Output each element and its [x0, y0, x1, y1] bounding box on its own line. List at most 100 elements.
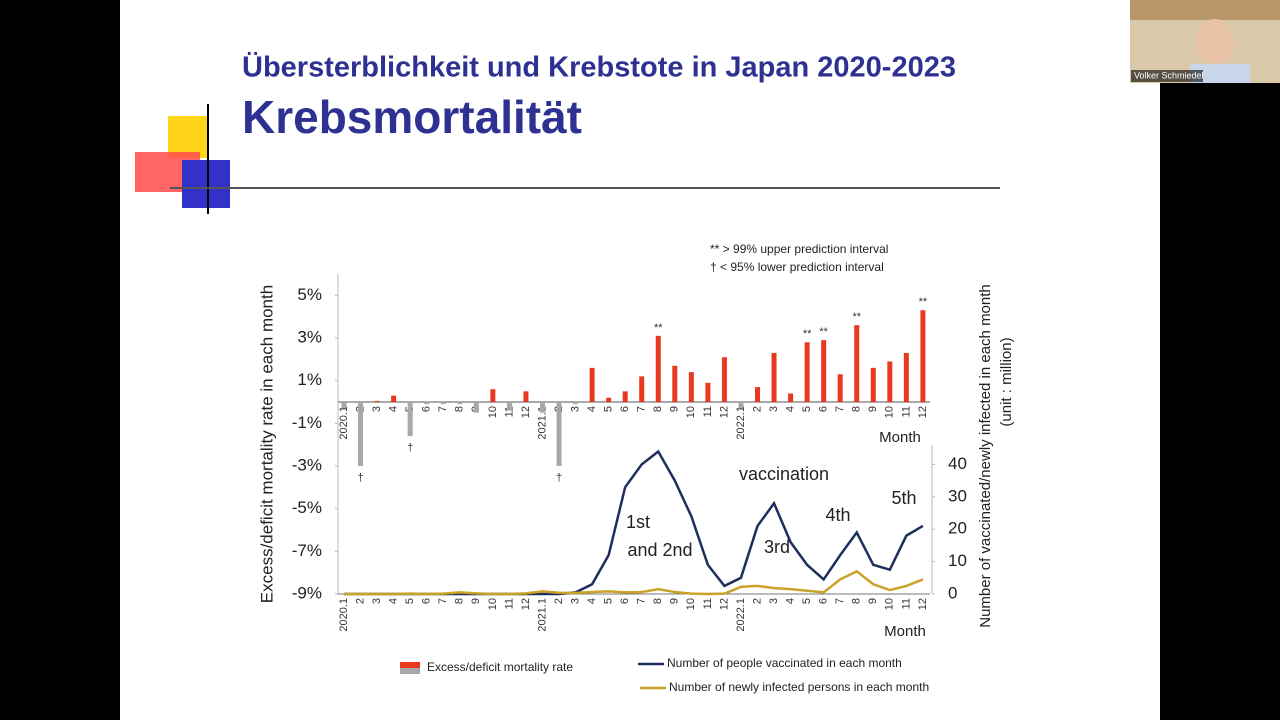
y-tick-label: -5% — [292, 498, 322, 517]
x-tick-label: 7 — [437, 406, 449, 412]
person — [1196, 19, 1234, 65]
x-tick-label: 10 — [487, 406, 499, 418]
x-tick-label: 3 — [371, 406, 383, 412]
y2-tick-label: 40 — [948, 454, 967, 473]
x-tick-label: 12 — [718, 598, 730, 610]
x-tick-label: 9 — [669, 598, 681, 604]
x-tick-label: 11 — [702, 598, 714, 609]
bar-marker: † — [357, 472, 363, 484]
x-tick-label: 12 — [520, 406, 532, 418]
x-tick-label: 8 — [454, 598, 466, 604]
x-tick-label: 6 — [421, 406, 433, 412]
x-tick-label: 8 — [454, 406, 466, 412]
x-tick-label: 4 — [784, 406, 796, 412]
legend-note: † < 95% lower prediction interval — [710, 260, 884, 274]
bar — [837, 374, 843, 402]
x-tick-label: 5 — [801, 598, 813, 604]
x-tick-label: 6 — [818, 598, 830, 604]
bar — [721, 357, 727, 402]
bar — [655, 335, 661, 402]
x-tick-label: 4 — [586, 598, 598, 604]
annotation: 5th — [891, 488, 916, 508]
x-tick-label: 2022.1 — [735, 406, 747, 440]
legend-label: Number of newly infected persons in each… — [669, 680, 929, 694]
bar — [738, 402, 744, 409]
bar — [920, 310, 926, 402]
x-tick-label: 2 — [553, 598, 565, 604]
x-axis-label: Month — [884, 623, 926, 640]
x-tick-label: 7 — [437, 598, 449, 604]
bar — [639, 376, 645, 402]
x-tick-label: 7 — [636, 598, 648, 604]
y2-tick-label: 10 — [948, 551, 967, 570]
x-tick-label: 11 — [503, 406, 515, 417]
y2-tick-label: 0 — [948, 583, 957, 602]
x-tick-label: 2020.1 — [338, 406, 350, 440]
bar — [887, 361, 893, 402]
x-tick-label: 11 — [702, 406, 714, 417]
x-tick-label: 7 — [834, 598, 846, 604]
deco — [182, 160, 230, 208]
bar — [539, 402, 545, 413]
annotation: 1st — [626, 512, 650, 532]
x-tick-label: 2 — [751, 598, 763, 604]
x-tick-label: 2 — [354, 598, 366, 604]
y-tick-label: 5% — [297, 285, 322, 304]
x-tick-label: 6 — [818, 406, 830, 412]
participant-name: Volker Schmiedel — [1134, 70, 1204, 80]
annotation: vaccination — [739, 464, 829, 484]
bar — [391, 395, 397, 402]
x-tick-label: 2022.1 — [735, 598, 747, 632]
legend-swatch — [400, 662, 420, 668]
x-tick-label: 8 — [851, 406, 863, 412]
legend-label: Number of people vaccinated in each mont… — [667, 656, 902, 670]
annotation: 3rd — [764, 537, 790, 557]
bar — [821, 340, 827, 402]
bar — [490, 389, 496, 402]
bar — [755, 387, 760, 402]
bar — [457, 402, 463, 405]
x-tick-label: 9 — [867, 598, 879, 604]
annotation: and 2nd — [627, 540, 692, 560]
x-tick-label: 9 — [867, 406, 879, 412]
bar — [523, 391, 529, 402]
x-tick-label: 5 — [404, 598, 416, 604]
x-tick-label: 5 — [801, 406, 813, 412]
legend-note: ** > 99% upper prediction interval — [710, 242, 888, 256]
y-tick-label: -9% — [292, 583, 322, 602]
bar — [374, 400, 380, 402]
x-tick-label: 4 — [784, 598, 796, 604]
x-tick-label: 6 — [619, 598, 631, 604]
x-tick-label: 4 — [388, 598, 400, 604]
bar — [358, 402, 364, 466]
x-tick-label: 9 — [470, 598, 482, 604]
bar-marker: ** — [654, 322, 663, 334]
x-tick-label: 12 — [917, 406, 929, 418]
y2-tick-label: 20 — [948, 519, 967, 538]
x-tick-label: 2 — [751, 406, 763, 412]
bar-marker: ** — [803, 328, 812, 340]
x-tick-label: 4 — [388, 406, 400, 412]
bar — [424, 402, 430, 405]
x-tick-label: 6 — [421, 598, 433, 604]
x-tick-label: 11 — [900, 406, 912, 417]
x-tick-label: 3 — [768, 598, 780, 604]
bar — [589, 367, 595, 402]
bar — [771, 352, 777, 402]
x-tick-label: 10 — [487, 598, 499, 610]
x-tick-label: 5 — [603, 598, 615, 604]
bar — [606, 397, 612, 402]
x-axis-label: Month — [879, 429, 921, 446]
x-tick-label: 2021.1 — [536, 406, 548, 440]
bar — [705, 382, 711, 402]
bar-marker: ** — [919, 296, 928, 308]
x-tick-label: 6 — [619, 406, 631, 412]
bar — [341, 402, 347, 409]
x-tick-label: 10 — [884, 598, 896, 610]
name-tag — [1131, 70, 1203, 82]
legend-label: Excess/deficit mortality rate — [427, 660, 573, 674]
x-tick-label: 11 — [900, 598, 912, 609]
x-tick-label: 2021.1 — [536, 598, 548, 632]
x-tick-label: 12 — [917, 598, 929, 610]
